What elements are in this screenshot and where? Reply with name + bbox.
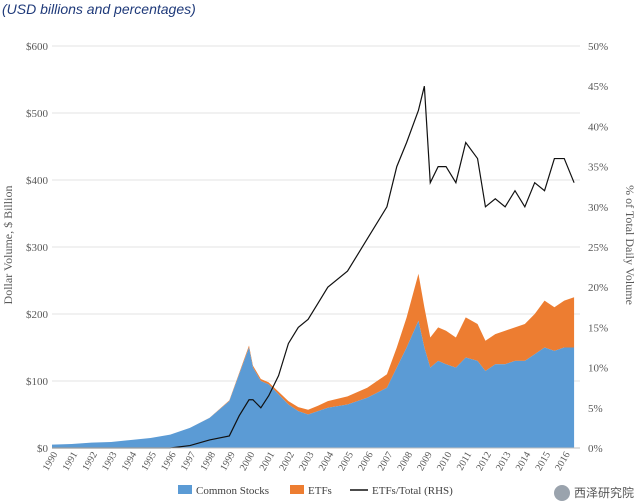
legend-item-etfs-total: ETFs/Total (RHS)	[372, 485, 453, 497]
y-left-tick-label: $200	[26, 309, 49, 321]
watermark-text: 西泽研究院	[573, 486, 634, 500]
x-tick-label: 1991	[61, 450, 81, 473]
x-tick-label: 2006	[356, 450, 376, 473]
y-right-tick-label: 0%	[588, 443, 603, 455]
y-right-tick-label: 40%	[588, 121, 608, 133]
x-tick-label: 2011	[455, 450, 474, 473]
y-left-label: Dollar Volume, $ Billion	[1, 186, 15, 305]
y-right-tick-label: 30%	[588, 202, 608, 214]
x-tick-label: 1993	[100, 450, 120, 473]
y-right-tick-label: 15%	[588, 322, 608, 334]
legend-item-etfs-swatch	[290, 485, 304, 494]
plot-lines	[52, 86, 575, 449]
gridlines	[52, 45, 580, 382]
y-left-tick-label: $400	[26, 175, 49, 187]
etfs-area	[52, 273, 575, 445]
plot-areas	[52, 273, 575, 448]
x-tick-label: 1992	[80, 450, 100, 473]
x-ticks: 1990 1991 1992 1993 1994 1995 1996 1997 1998 1999…	[41, 450, 573, 473]
y-left-ticks: $0 $100 $200 $300 $400 $500 $600	[26, 41, 49, 455]
x-tick-label: 2001	[258, 450, 278, 473]
x-tick-label: 2007	[376, 450, 396, 473]
x-tick-label: 2016	[553, 450, 573, 473]
y-left-tick-label: $500	[26, 108, 49, 120]
x-tick-label: 2009	[415, 450, 435, 473]
y-right-ticks: 0% 5% 10% 15% 20% 25% 30% 35% 40% 45% 50%	[588, 41, 608, 455]
legend-item-common-stocks: Common Stocks	[196, 485, 269, 497]
y-right-tick-label: 35%	[588, 162, 608, 174]
chart-subtitle: (USD billions and percentages)	[2, 1, 196, 17]
etfs-total-ratio-line	[52, 86, 575, 449]
x-tick-label: 2000	[238, 450, 258, 473]
y-right-tick-label: 45%	[588, 81, 608, 93]
x-tick-label: 2003	[297, 450, 317, 473]
common-stocks-area	[52, 320, 575, 448]
x-tick-label: 1996	[159, 450, 179, 473]
legend-item-common-stocks-swatch	[178, 485, 192, 494]
x-tick-label: 2015	[534, 450, 554, 473]
x-tick-label: 2012	[474, 450, 494, 473]
y-left-tick-label: $600	[26, 41, 49, 53]
wechat-logo-icon	[553, 484, 570, 501]
x-tick-label: 2013	[494, 450, 514, 473]
y-left-tick-label: $100	[26, 376, 49, 388]
y-left-tick-label: $300	[26, 242, 49, 254]
x-tick-label: 1995	[139, 450, 159, 473]
x-tick-label: 1998	[199, 450, 219, 473]
y-left-tick-label: $0	[37, 443, 49, 455]
y-right-tick-label: 10%	[588, 363, 608, 375]
watermark: 西泽研究院	[553, 484, 634, 501]
legend: Common Stocks ETFs ETFs/Total (RHS)	[178, 485, 453, 497]
y-right-tick-label: 20%	[588, 282, 608, 294]
x-tick-label: 1997	[179, 450, 199, 473]
x-tick-label: 2002	[277, 450, 297, 473]
legend-item-etfs: ETFs	[308, 485, 332, 497]
x-tick-label: 2005	[337, 450, 357, 473]
y-right-tick-label: 25%	[588, 242, 608, 254]
x-tick-label: 1994	[120, 450, 140, 473]
x-tick-label: 2010	[435, 450, 455, 473]
y-right-tick-label: 5%	[588, 403, 603, 415]
x-tick-label: 2008	[396, 450, 416, 473]
x-tick-label: 2014	[514, 450, 534, 473]
y-right-label: % of Total Daily Volume	[623, 185, 637, 305]
x-tick-label: 2004	[317, 450, 337, 473]
x-tick-label: 1999	[218, 450, 238, 473]
y-right-tick-label: 50%	[588, 41, 608, 53]
